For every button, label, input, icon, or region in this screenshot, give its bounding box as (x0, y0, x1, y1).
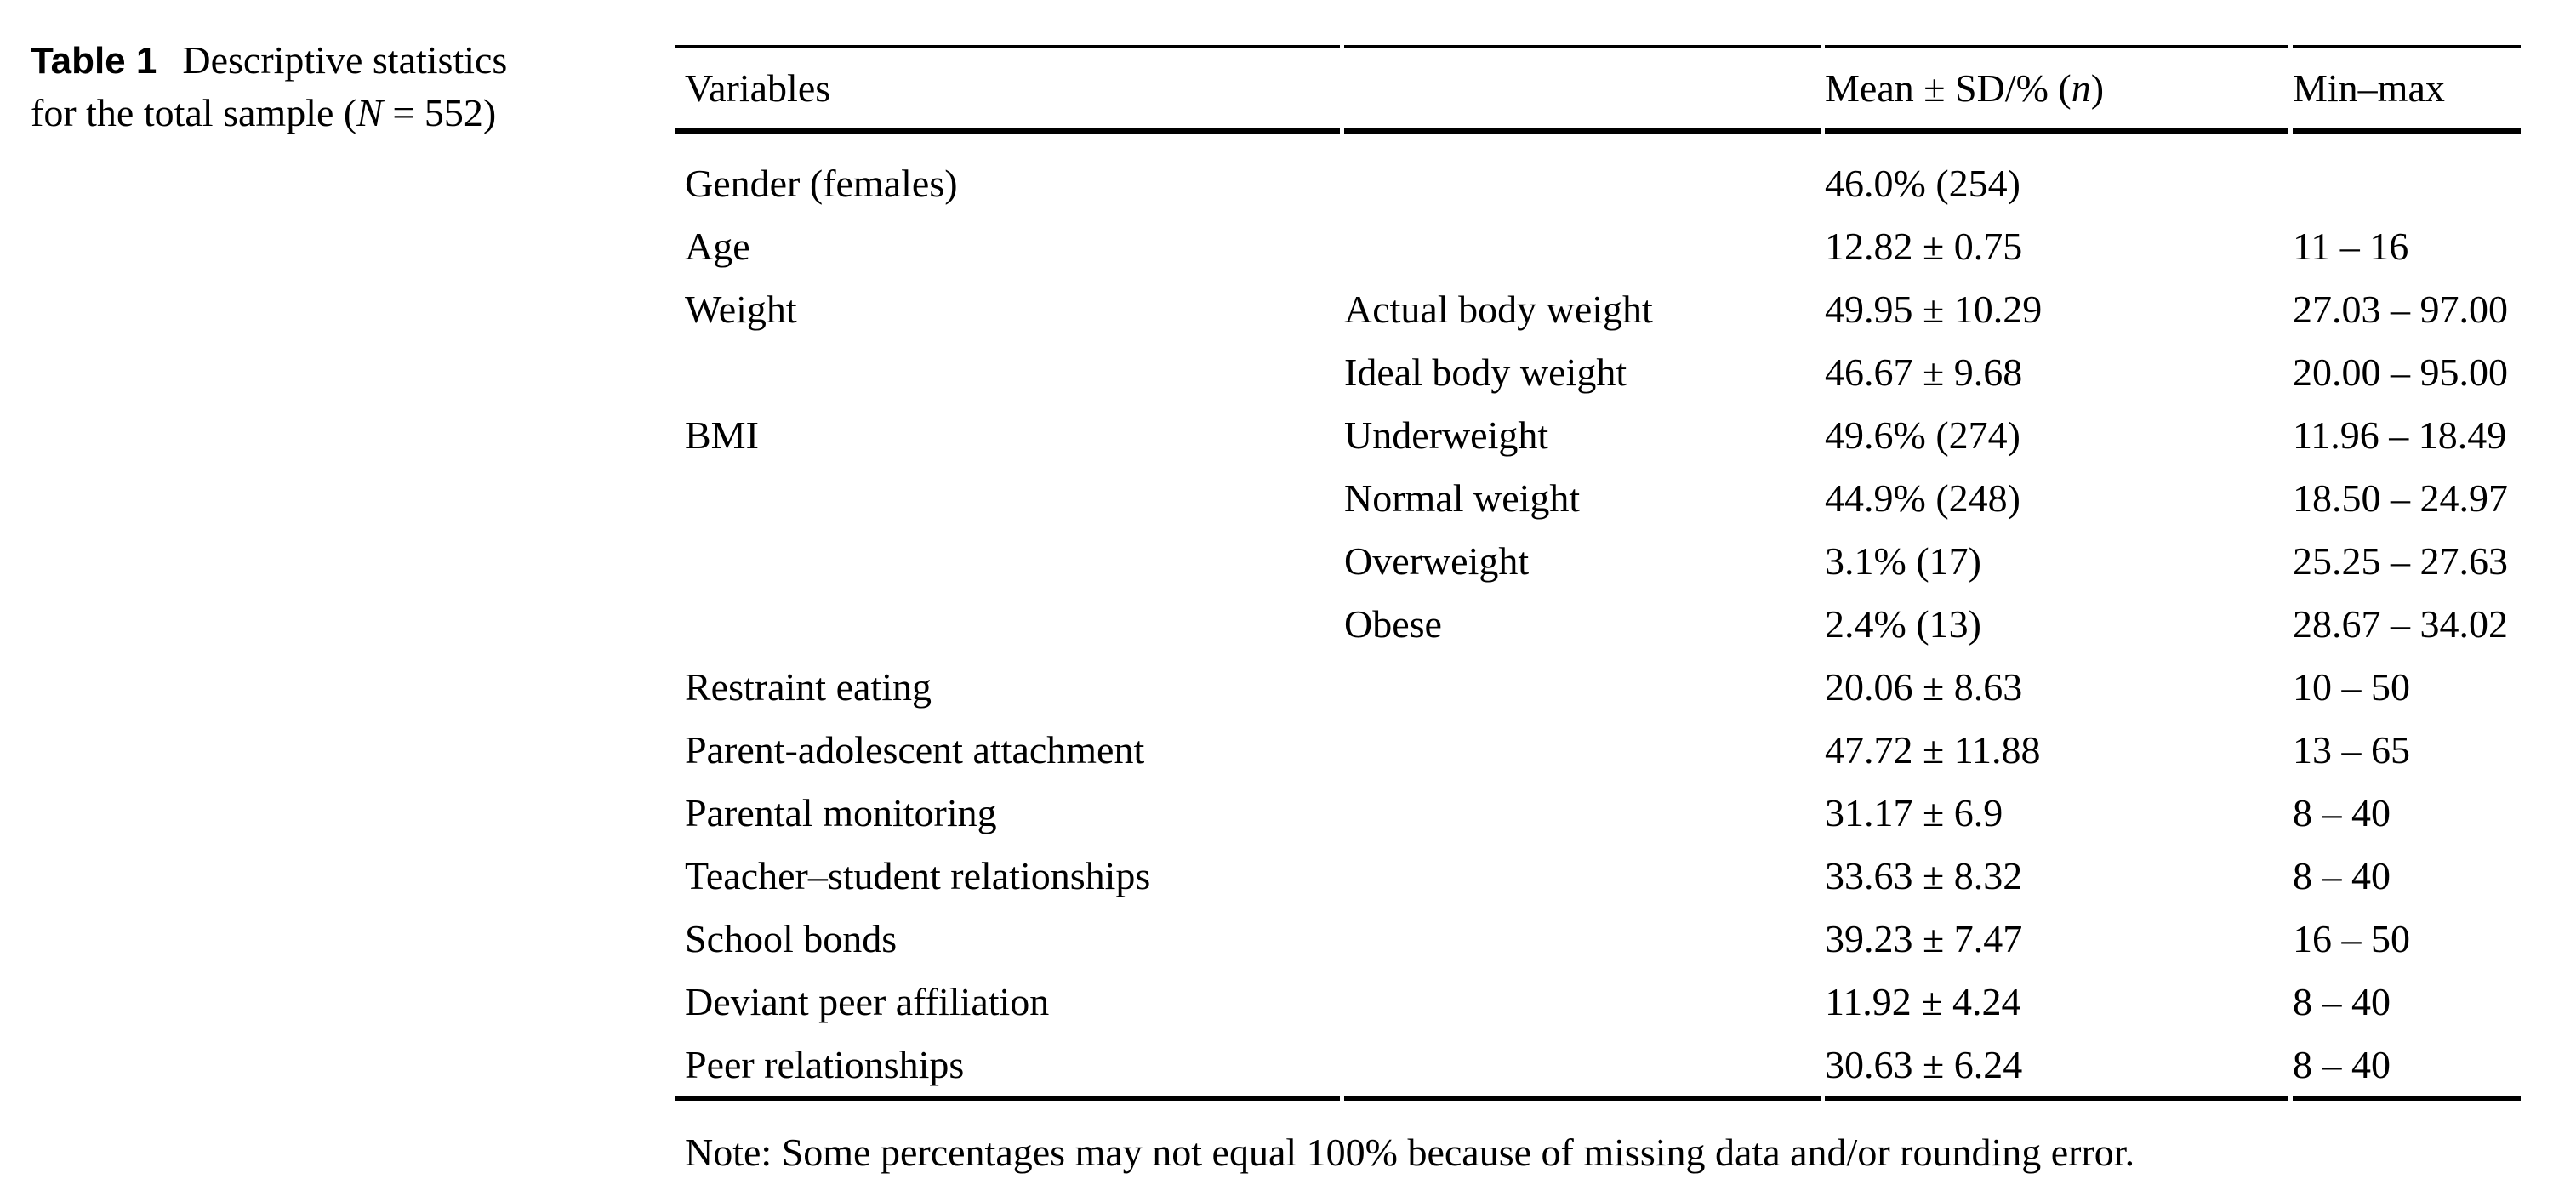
caption-table-number: Table 1 (31, 40, 157, 82)
row-mean-sd-value: 11.92 ± 4.24 (1825, 979, 2021, 1023)
row-variable-label: Gender (females) (685, 161, 958, 205)
caption-line-1: Table 1 Descriptive statistics (31, 34, 626, 87)
row-minmax-value: 8 – 40 (2293, 1042, 2391, 1086)
header-minmax: Min–max (2293, 66, 2445, 110)
header-mean-sd: Mean ± SD/% (n) (1825, 65, 2293, 111)
table-row: Normal weight 44.9% (248) 18.50 – 24.97 (675, 466, 2521, 529)
table-row: Obese 2.4% (13) 28.67 – 34.02 (675, 592, 2521, 655)
row-mean-sd-value: 12.82 ± 0.75 (1825, 224, 2023, 268)
row-variable-label: Age (685, 224, 750, 268)
caption-title-part2: for the total sample ( (31, 91, 357, 134)
table-caption: Table 1 Descriptive statistics for the to… (31, 34, 626, 139)
row-subcategory-label: Underweight (1344, 413, 1549, 457)
table-row: Overweight 3.1% (17) 25.25 – 27.63 (675, 529, 2521, 592)
row-minmax-value: 20.00 – 95.00 (2293, 350, 2508, 394)
table-row: Peer relationships 30.63 ± 6.24 8 – 40 (675, 1033, 2521, 1096)
row-mean-sd-value: 30.63 ± 6.24 (1825, 1042, 2023, 1086)
table-row: School bonds 39.23 ± 7.47 16 – 50 (675, 907, 2521, 970)
table-body: Gender (females) 46.0% (254) Age 12.82 ±… (675, 151, 2521, 1096)
row-variable-label: Parent-adolescent attachment (685, 727, 1145, 772)
row-subcategory-label: Overweight (1344, 538, 1530, 583)
row-minmax-value: 11.96 – 18.49 (2293, 413, 2507, 457)
table-row: Weight Actual body weight 49.95 ± 10.29 … (675, 277, 2521, 340)
row-minmax-value: 13 – 65 (2293, 727, 2410, 772)
row-mean-sd-value: 3.1% (17) (1825, 538, 1981, 583)
row-minmax-value: 18.50 – 24.97 (2293, 476, 2508, 520)
row-mean-sd-value: 44.9% (248) (1825, 476, 2020, 520)
table-row: Gender (females) 46.0% (254) (675, 151, 2521, 214)
row-variable-label: Deviant peer affiliation (685, 979, 1050, 1023)
table-row: BMI Underweight 49.6% (274) 11.96 – 18.4… (675, 403, 2521, 466)
row-mean-sd-value: 31.17 ± 6.9 (1825, 790, 2003, 834)
row-minmax-value: 11 – 16 (2293, 224, 2409, 268)
row-variable-label: Parental monitoring (685, 790, 997, 834)
table-row: Parent-adolescent attachment 47.72 ± 11.… (675, 718, 2521, 781)
table-row: Deviant peer affiliation 11.92 ± 4.24 8 … (675, 970, 2521, 1033)
row-mean-sd-value: 20.06 ± 8.63 (1825, 664, 2023, 709)
caption-sample-symbol: N (356, 91, 383, 134)
row-minmax-value: 10 – 50 (2293, 664, 2410, 709)
row-minmax-value: 28.67 – 34.02 (2293, 601, 2508, 646)
row-minmax-value: 8 – 40 (2293, 790, 2391, 834)
caption-sample-size: = 552) (382, 91, 497, 134)
table-row: Age 12.82 ± 0.75 11 – 16 (675, 214, 2521, 277)
row-mean-sd-value: 39.23 ± 7.47 (1825, 916, 2023, 960)
row-subcategory-label: Obese (1344, 601, 1442, 646)
caption-title-part1: Descriptive statistics (182, 38, 508, 82)
table-row: Parental monitoring 31.17 ± 6.9 8 – 40 (675, 781, 2521, 844)
row-variable-label: Peer relationships (685, 1042, 965, 1086)
row-mean-sd-value: 33.63 ± 8.32 (1825, 853, 2023, 897)
row-variable-label: Weight (685, 287, 797, 331)
row-mean-sd-value: 49.6% (274) (1825, 413, 2020, 457)
row-minmax-value: 27.03 – 97.00 (2293, 287, 2508, 331)
row-mean-sd-value: 49.95 ± 10.29 (1825, 287, 2043, 331)
row-variable-label: School bonds (685, 916, 898, 960)
row-minmax-value: 16 – 50 (2293, 916, 2410, 960)
row-variable-label: Teacher–student relationships (685, 853, 1151, 897)
caption-line-2: for the total sample (N = 552) (31, 87, 626, 139)
header-mean-n: n (2071, 66, 2091, 110)
row-minmax-value: 25.25 – 27.63 (2293, 538, 2508, 583)
row-subcategory-label: Normal weight (1344, 476, 1581, 520)
row-mean-sd-value: 46.67 ± 9.68 (1825, 350, 2023, 394)
table-header-row: Variables Mean ± SD/% (n) Min–max (675, 48, 2521, 128)
row-subcategory-label: Ideal body weight (1344, 350, 1627, 394)
row-mean-sd-value: 46.0% (254) (1825, 161, 2020, 205)
row-minmax-value: 8 – 40 (2293, 979, 2391, 1023)
row-variable-label: BMI (685, 413, 759, 457)
descriptive-statistics-table: Variables Mean ± SD/% (n) Min–max Gender… (675, 45, 2521, 1175)
table-rule-bottom (675, 1096, 2521, 1101)
table-row: Restraint eating 20.06 ± 8.63 10 – 50 (675, 655, 2521, 718)
row-mean-sd-value: 47.72 ± 11.88 (1825, 727, 2041, 772)
row-minmax-value: 8 – 40 (2293, 853, 2391, 897)
row-variable-label: Restraint eating (685, 664, 932, 709)
row-subcategory-label: Actual body weight (1344, 287, 1653, 331)
table-note: Note: Some percentages may not equal 100… (685, 1131, 2135, 1174)
header-mean-post: ) (2090, 66, 2105, 110)
header-mean-pre: Mean ± SD/% ( (1825, 66, 2072, 110)
table-rule-top (675, 45, 2521, 48)
row-mean-sd-value: 2.4% (13) (1825, 601, 1981, 646)
table-rule-under-header (675, 128, 2521, 134)
table-row: Ideal body weight 46.67 ± 9.68 20.00 – 9… (675, 340, 2521, 403)
header-variables: Variables (685, 66, 831, 110)
table-row: Teacher–student relationships 33.63 ± 8.… (675, 844, 2521, 907)
